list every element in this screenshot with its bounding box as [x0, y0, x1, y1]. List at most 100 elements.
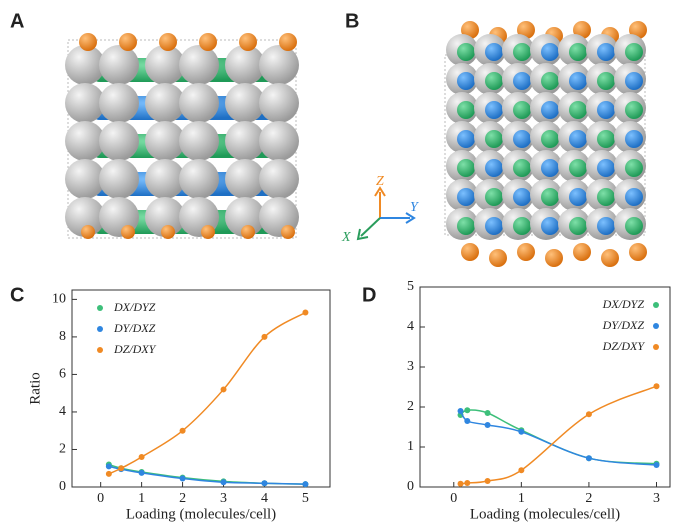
point [138, 453, 145, 460]
atom [457, 188, 475, 206]
y-tick-label: 0 [407, 479, 414, 494]
atom [81, 225, 95, 239]
point [457, 480, 464, 487]
x-tick-label: 4 [261, 491, 268, 506]
y-tick-label: 3 [407, 359, 414, 374]
axes-triad: Z Y X [341, 174, 420, 245]
atom [179, 121, 219, 161]
y-tick-label: 10 [52, 292, 66, 307]
atom [569, 72, 587, 90]
legend-marker [653, 323, 659, 329]
z-arrow-head [374, 186, 386, 197]
atom [517, 243, 535, 261]
atom [145, 159, 185, 199]
atom [79, 33, 97, 51]
atom [597, 72, 615, 90]
y-tick-label: 4 [59, 404, 66, 419]
legend-marker [97, 347, 103, 353]
fit-curve [108, 465, 306, 485]
atom [99, 45, 139, 85]
x-tick-label: 5 [302, 491, 309, 506]
x-arrow [360, 217, 381, 237]
panel-label: D [362, 284, 376, 306]
y-tick-label: 0 [59, 479, 66, 494]
atom [99, 83, 139, 123]
atom [513, 217, 531, 235]
atom [65, 197, 105, 237]
atom [601, 249, 619, 267]
atom [99, 159, 139, 199]
atom [569, 43, 587, 61]
point [518, 428, 525, 435]
atom [259, 45, 299, 85]
x-tick-label: 3 [220, 491, 227, 506]
atom [457, 159, 475, 177]
point [653, 383, 660, 390]
point [484, 422, 491, 428]
atom [457, 43, 475, 61]
y-tick-label: 1 [407, 439, 414, 454]
point [457, 408, 464, 414]
atom [241, 225, 255, 239]
y-axis-label: Ratio [27, 372, 43, 405]
atom [461, 243, 479, 261]
z-label: Z [376, 174, 384, 189]
atom [457, 217, 475, 235]
molecular-renderings [65, 21, 647, 267]
legend-marker [97, 326, 103, 332]
y-label: Y [410, 200, 420, 215]
atom [65, 83, 105, 123]
atom [569, 101, 587, 119]
x-tick-label: 0 [97, 491, 104, 506]
atom [145, 83, 185, 123]
atom [545, 249, 563, 267]
atom [179, 45, 219, 85]
atom [145, 121, 185, 161]
atom [569, 159, 587, 177]
x-axis-label: Loading (molecules/cell) [126, 506, 276, 522]
atom [279, 33, 297, 51]
atom [485, 43, 503, 61]
y-tick-label: 2 [407, 399, 414, 414]
atom [121, 225, 135, 239]
fit-curve [460, 385, 657, 485]
atom [225, 197, 265, 237]
point [179, 475, 186, 482]
panel-label: B [345, 10, 359, 32]
point [118, 465, 125, 472]
atom [541, 217, 559, 235]
atom [225, 121, 265, 161]
legend-label: DZ/DXY [113, 342, 157, 356]
atom [513, 130, 531, 148]
atom [65, 121, 105, 161]
y-arrow-head [405, 212, 416, 224]
atom [625, 217, 643, 235]
atom [281, 225, 295, 239]
fit-curve [108, 311, 306, 475]
atom [239, 33, 257, 51]
atom [259, 121, 299, 161]
x-axis-label: Loading (molecules/cell) [470, 506, 620, 522]
atom [541, 101, 559, 119]
atom [625, 188, 643, 206]
atom [541, 188, 559, 206]
point [179, 427, 186, 434]
atom [569, 188, 587, 206]
point [653, 462, 660, 468]
x-label: X [341, 230, 351, 245]
atom [179, 83, 219, 123]
atom [65, 159, 105, 199]
atom [573, 243, 591, 261]
atom [625, 159, 643, 177]
atom [99, 121, 139, 161]
point [302, 481, 309, 488]
atom [597, 188, 615, 206]
point [220, 386, 227, 393]
atom [597, 130, 615, 148]
atom [179, 159, 219, 199]
atom [513, 101, 531, 119]
atom [259, 83, 299, 123]
atom [541, 130, 559, 148]
y-tick-label: 8 [59, 329, 66, 344]
atom [201, 225, 215, 239]
